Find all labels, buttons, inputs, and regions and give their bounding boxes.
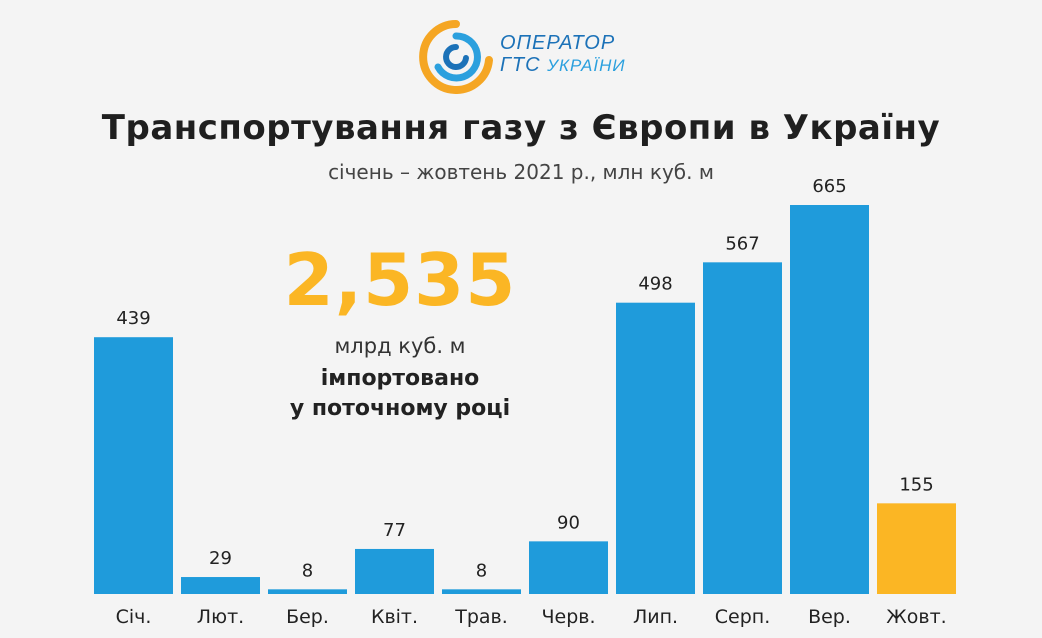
total-import-desc-line2: у поточному році	[289, 396, 511, 421]
operator-gts-logo: ОПЕРАТОР ГТС УКРАЇНИ	[418, 20, 638, 94]
bar-9	[790, 205, 869, 594]
total-import-value: 2,535	[283, 238, 517, 322]
bar-value-label: 567	[725, 233, 759, 254]
logo-line2: ГТС УКРАЇНИ	[500, 54, 626, 77]
total-import-description: імпортовано у поточному році	[250, 364, 550, 424]
bar-4	[355, 548, 434, 594]
bar-3	[268, 589, 347, 594]
logo-line2-part2: УКРАЇНИ	[547, 56, 626, 75]
bar-8	[703, 262, 782, 594]
logo-swirl-icon	[419, 20, 493, 94]
bar-2	[181, 577, 260, 594]
x-tick-label: Лип.	[633, 606, 678, 628]
bar-value-label: 665	[812, 176, 846, 197]
bar-value-label: 8	[302, 560, 313, 581]
x-tick-label: Серп.	[715, 606, 770, 628]
bar-value-label: 90	[557, 512, 580, 533]
logo-line2-part1: ГТС	[500, 54, 548, 76]
chart-title: Транспортування газу з Європи в Україну	[101, 108, 941, 148]
total-import-unit: млрд куб. м	[334, 334, 466, 358]
logo-text: ОПЕРАТОР ГТС УКРАЇНИ	[500, 32, 626, 77]
logo-line1: ОПЕРАТОР	[500, 32, 616, 54]
x-tick-label: Черв.	[541, 606, 595, 628]
bar-value-label: 8	[476, 560, 487, 581]
bar-value-label: 155	[899, 474, 933, 495]
x-tick-label: Вер.	[808, 606, 851, 628]
bar-1	[94, 337, 173, 594]
bar-value-label: 77	[383, 520, 406, 541]
x-tick-label: Бер.	[286, 606, 329, 628]
bar-value-label: 498	[638, 274, 672, 295]
bar-5	[442, 589, 521, 594]
bar-value-label: 29	[209, 548, 232, 569]
x-tick-label: Жовт.	[886, 606, 946, 628]
x-tick-label: Трав.	[454, 606, 508, 628]
bar-7	[616, 302, 695, 594]
x-tick-label: Квіт.	[371, 606, 418, 628]
chart-subtitle: січень – жовтень 2021 р., млн куб. м	[328, 160, 714, 184]
x-tick-label: Січ.	[116, 606, 152, 628]
x-tick-label: Лют.	[197, 606, 244, 628]
bar-10	[877, 503, 956, 594]
bar-value-label: 439	[116, 308, 150, 329]
total-import-desc-line1: імпортовано	[320, 366, 480, 391]
bar-6	[529, 541, 608, 594]
